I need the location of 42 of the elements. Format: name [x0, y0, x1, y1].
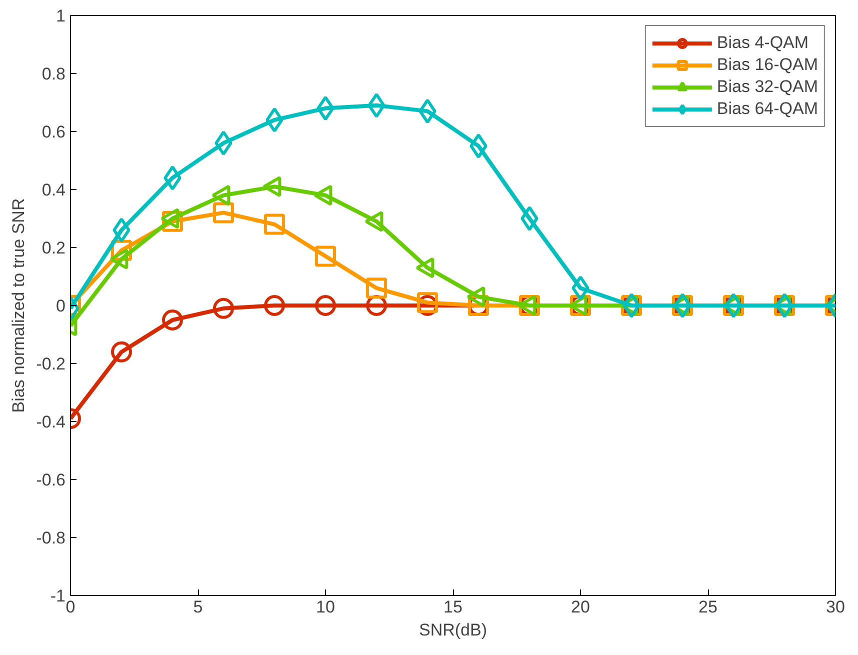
y-tick-label: -0.6	[36, 470, 66, 490]
y-tick-label: 0.6	[42, 122, 66, 142]
x-axis-title: SNR(dB)	[418, 620, 488, 640]
point	[112, 218, 130, 243]
point	[520, 206, 538, 231]
x-tick-label: 25	[698, 598, 718, 616]
point	[162, 310, 183, 330]
point	[316, 96, 334, 121]
point	[264, 295, 285, 316]
y-tick-label: 0	[56, 296, 66, 316]
legend-label: Bias 64-QAM	[716, 98, 818, 120]
legend-label: Bias 4-QAM	[716, 32, 809, 54]
y-tick-label: -0.8	[36, 528, 66, 548]
point	[470, 134, 488, 158]
x-tick-label: 20	[571, 598, 590, 616]
point	[368, 92, 386, 118]
y-tick-label: -1	[50, 586, 66, 606]
y-tick-label: -0.2	[36, 354, 66, 374]
x-tick-label: 10	[316, 598, 335, 616]
y-tick-label: -0.4	[36, 412, 66, 432]
legend-label: Bias 32-QAM	[716, 76, 818, 98]
legend-label: Bias 16-QAM	[716, 54, 818, 76]
point	[418, 98, 436, 124]
point	[213, 202, 234, 224]
point	[572, 276, 590, 301]
y-tick-label: 1	[56, 6, 66, 26]
point	[214, 130, 232, 156]
y-tick-label: 0.4	[42, 180, 66, 200]
point	[315, 295, 336, 316]
point	[366, 278, 387, 299]
x-tick-label: 30	[826, 598, 845, 616]
point	[213, 298, 234, 319]
x-tick-label: 5	[193, 598, 203, 616]
y-axis-title: Bias normalized to true SNR	[9, 198, 28, 413]
point	[315, 246, 336, 267]
y-tick-label: 0.8	[42, 64, 66, 84]
point	[111, 341, 132, 362]
point	[264, 214, 285, 235]
x-tick-label: 15	[444, 598, 462, 616]
point	[266, 107, 284, 132]
y-tick-label: 0.2	[42, 238, 66, 258]
point	[164, 165, 182, 190]
